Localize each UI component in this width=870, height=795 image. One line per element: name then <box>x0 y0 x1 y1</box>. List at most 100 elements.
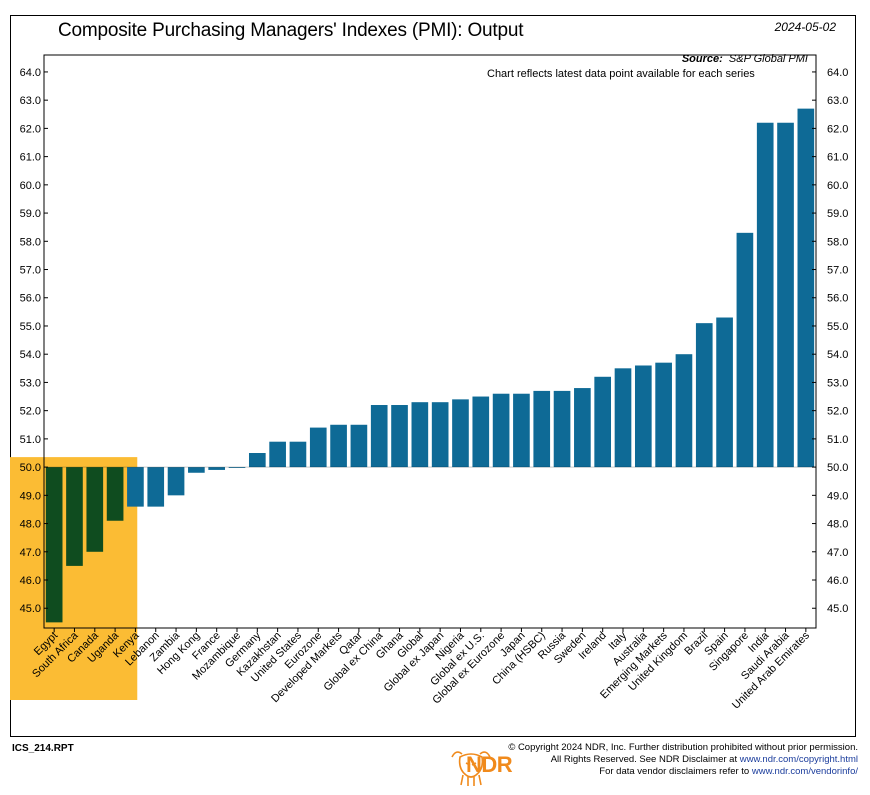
y-tick-label-left: 56.0 <box>20 293 41 305</box>
bar-mozambique <box>228 467 246 468</box>
bar-canada <box>86 467 104 552</box>
copyright-link[interactable]: www.ndr.com/copyright.html <box>739 754 858 765</box>
bar-united-arab-emirates <box>797 108 815 468</box>
chart-note: Chart reflects latest data point availab… <box>487 68 755 80</box>
bars-layer <box>45 108 815 623</box>
y-tick-label-right: 57.0 <box>827 265 848 277</box>
y-tick-label-right: 61.0 <box>827 152 848 164</box>
copyright-line-2: All Rights Reserved. See NDR Disclaimer … <box>508 754 858 766</box>
y-tick-label-left: 59.0 <box>20 208 41 220</box>
bar-hong-kong <box>188 467 205 473</box>
bar-sweden <box>574 388 591 468</box>
bar-emerging-markets <box>655 362 672 468</box>
bar-singapore <box>736 232 754 468</box>
bar-united-states <box>289 441 307 468</box>
bar-italy <box>614 368 632 468</box>
y-tick-label-right: 63.0 <box>827 95 848 107</box>
y-tick-label-right: 51.0 <box>827 434 848 446</box>
bar-ghana <box>391 405 408 468</box>
y-tick-label-left: 57.0 <box>20 265 41 277</box>
y-tick-label-right: 64.0 <box>827 67 848 79</box>
bar-brazil <box>695 323 713 468</box>
copyright-line-3-text: For data vendor disclaimers refer to <box>599 766 752 777</box>
y-tick-label-right: 45.0 <box>827 603 848 615</box>
y-tick-label-left: 47.0 <box>20 547 41 559</box>
y-tick-label-left: 55.0 <box>20 321 41 333</box>
bar-saudi-arabia <box>777 122 794 468</box>
y-tick-label-right: 52.0 <box>827 406 848 418</box>
chart-date: 2024-05-02 <box>774 20 836 34</box>
bar-global-ex-u-s <box>472 396 490 468</box>
bar-japan <box>513 393 530 468</box>
ndr-bull-logo-icon <box>451 751 491 786</box>
y-tick-label-left: 63.0 <box>20 95 41 107</box>
y-tick-label-right: 60.0 <box>827 180 848 192</box>
y-tick-label-left: 49.0 <box>20 490 41 502</box>
y-tick-label-right: 54.0 <box>827 349 848 361</box>
copyright-block: © Copyright 2024 NDR, Inc. Further distr… <box>508 742 858 778</box>
y-tick-label-left: 60.0 <box>20 180 41 192</box>
y-tick-label-right: 49.0 <box>827 490 848 502</box>
vendorinfo-link[interactable]: www.ndr.com/vendorinfo/ <box>751 766 858 777</box>
bar-india <box>756 122 774 468</box>
bar-south-africa <box>66 467 83 566</box>
y-tick-label-left: 58.0 <box>20 236 41 248</box>
bar-russia <box>553 390 571 468</box>
bar-global <box>411 402 429 468</box>
y-tick-label-right: 58.0 <box>827 236 848 248</box>
y-tick-label-left: 45.0 <box>20 603 41 615</box>
bar-spain <box>716 317 733 468</box>
bar-nigeria <box>452 399 469 468</box>
bar-australia <box>634 365 652 468</box>
bar-egypt <box>45 467 63 623</box>
y-tick-label-right: 50.0 <box>827 462 848 474</box>
axes-layer <box>43 54 817 632</box>
source-line: Source: S&P Global PMI <box>682 53 808 65</box>
ndr-logo-text: NDR <box>466 752 513 777</box>
y-tick-label-left: 51.0 <box>20 434 41 446</box>
y-tick-label-right: 47.0 <box>827 547 848 559</box>
bar-developed-markets <box>330 424 347 468</box>
y-tick-label-left: 62.0 <box>20 123 41 135</box>
y-tick-label-right: 53.0 <box>827 377 848 389</box>
bar-france <box>208 467 226 470</box>
bar-ireland <box>594 376 612 468</box>
bar-global-ex-china <box>370 405 388 468</box>
copyright-line-3: For data vendor disclaimers refer to www… <box>508 766 858 778</box>
bar-lebanon <box>147 467 165 507</box>
source-label: Source: <box>681 53 723 65</box>
bar-qatar <box>350 424 368 468</box>
y-tick-label-left: 54.0 <box>20 349 41 361</box>
y-tick-label-left: 46.0 <box>20 575 41 587</box>
y-tick-label-right: 56.0 <box>827 293 848 305</box>
y-tick-label-left: 50.0 <box>20 462 41 474</box>
copyright-line-1: © Copyright 2024 NDR, Inc. Further distr… <box>508 742 858 753</box>
y-tick-label-right: 55.0 <box>827 321 848 333</box>
bar-kazakhstan <box>269 441 286 468</box>
y-tick-label-left: 61.0 <box>20 152 41 164</box>
y-tick-label-left: 48.0 <box>20 519 41 531</box>
y-tick-label-right: 48.0 <box>827 519 848 531</box>
report-id: ICS_214.RPT <box>12 743 74 754</box>
bar-uganda <box>106 467 124 521</box>
bar-zambia <box>167 467 185 496</box>
y-tick-label-right: 46.0 <box>827 575 848 587</box>
chart-frame <box>10 15 856 737</box>
copyright-line-2-text: All Rights Reserved. See NDR Disclaimer … <box>550 754 740 765</box>
y-tick-label-right: 62.0 <box>827 123 848 135</box>
bar-germany <box>248 453 266 468</box>
y-tick-label-left: 64.0 <box>20 67 41 79</box>
y-tick-label-left: 53.0 <box>20 377 41 389</box>
bar-china-hsbc <box>533 390 551 468</box>
bar-eurozone <box>309 427 327 468</box>
bar-united-kingdom <box>675 354 693 468</box>
source-value: S&P Global PMI <box>728 53 808 65</box>
plot-border <box>43 54 817 629</box>
bar-global-ex-eurozone <box>492 393 510 468</box>
y-tick-label-right: 59.0 <box>827 208 848 220</box>
y-tick-label-left: 52.0 <box>20 406 41 418</box>
bar-global-ex-japan <box>431 402 449 468</box>
bar-kenya <box>127 467 144 507</box>
chart-title: Composite Purchasing Managers' Indexes (… <box>58 20 524 41</box>
